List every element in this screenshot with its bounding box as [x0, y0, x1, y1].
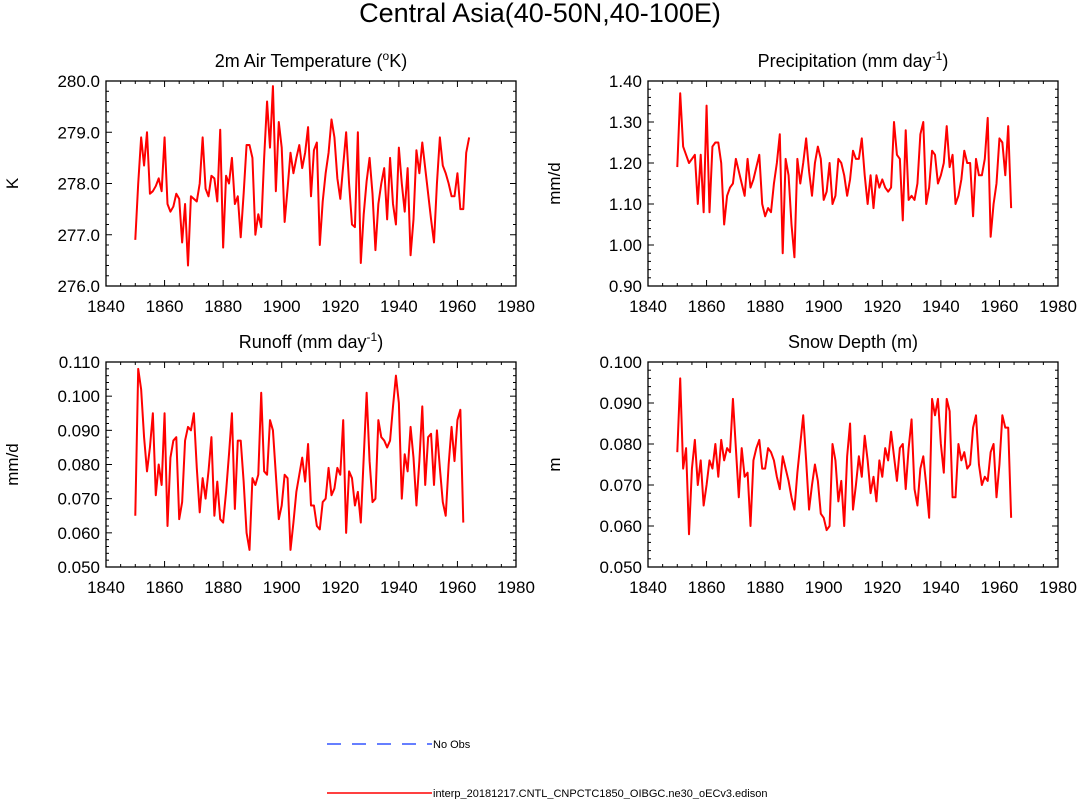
panels: 2m Air Temperature (oK) K 1840 1860 1880 1900…: [3, 49, 1077, 597]
temperature-xtick-label: 1900: [263, 297, 301, 316]
precipitation-xtick-label: 1840: [629, 297, 667, 316]
temperature-ytick-label: 279.0: [57, 123, 100, 142]
runoff-ytick-label: 0.090: [57, 421, 100, 440]
snow-depth-xtick-label: 1940: [922, 578, 960, 597]
snow-depth-xtick-label: 1920: [863, 578, 901, 597]
temperature-ylabel: K: [3, 177, 22, 189]
temperature-xtick-label: 1920: [321, 297, 359, 316]
runoff-xtick-label: 1840: [87, 578, 125, 597]
runoff-panel: Runoff (mm day-1) mm/d 1840 1860 1880 1900 192…: [3, 330, 535, 597]
precipitation-ytick-label: 0.90: [609, 277, 642, 296]
precipitation-title: Precipitation (mm day-1): [758, 49, 949, 71]
precipitation-xtick-label: 1920: [863, 297, 901, 316]
precipitation-panel: Precipitation (mm day-1) mm/d 1840 1860 1880…: [545, 49, 1077, 316]
runoff-xtick-label: 1900: [263, 578, 301, 597]
precipitation-ytick-label: 1.40: [609, 72, 642, 91]
precipitation-ytick-label: 1.10: [609, 195, 642, 214]
precipitation-xtick-label: 1940: [922, 297, 960, 316]
runoff-xtick-label: 1920: [321, 578, 359, 597]
temperature-plot-frame: [105, 80, 517, 287]
snow-depth-ytick-label: 0.070: [599, 476, 642, 495]
precipitation-series-line: [676, 92, 1013, 259]
precipitation-xtick-label: 1880: [746, 297, 784, 316]
precipitation-ytick-label: 1.00: [609, 236, 642, 255]
legend: No Obs interp_20181217.CNTL_CNPCTC1850_O…: [327, 739, 767, 799]
precipitation-ytick-label: 1.20: [609, 154, 642, 173]
temperature-panel: 2m Air Temperature (oK) K 1840 1860 1880 1900…: [3, 49, 535, 316]
temperature-title: 2m Air Temperature (oK): [215, 49, 407, 71]
snow-depth-ytick-label: 0.050: [599, 558, 642, 577]
precipitation-ylabel: mm/d: [545, 162, 564, 205]
snow-depth-ytick-label: 0.080: [599, 435, 642, 454]
legend-label-model: interp_20181217.CNTL_CNPCTC1850_OIBGC.ne…: [433, 788, 767, 799]
legend-label-no-obs: No Obs: [433, 739, 471, 751]
runoff-xtick-label: 1940: [380, 578, 418, 597]
runoff-ytick-label: 0.070: [57, 490, 100, 509]
snow-depth-series-line: [676, 377, 1013, 536]
temperature-xtick-label: 1940: [380, 297, 418, 316]
precipitation-xtick-label: 1960: [981, 297, 1019, 316]
snow-depth-plot-frame: [647, 361, 1059, 568]
snow-depth-xtick-label: 1960: [981, 578, 1019, 597]
snow-depth-ytick-label: 0.100: [599, 353, 642, 372]
snow-depth-xtick-label: 1980: [1039, 578, 1077, 597]
runoff-title: Runoff (mm day-1): [239, 330, 383, 352]
temperature-xtick-label: 1860: [146, 297, 184, 316]
snow-depth-ytick-label: 0.060: [599, 517, 642, 536]
runoff-series-line: [134, 367, 465, 551]
runoff-ylabel: mm/d: [3, 443, 22, 486]
precipitation-xtick-label: 1860: [688, 297, 726, 316]
snow-depth-xtick-label: 1860: [688, 578, 726, 597]
runoff-xtick-label: 1980: [497, 578, 535, 597]
runoff-ytick-label: 0.080: [57, 456, 100, 475]
snow-depth-title: Snow Depth (m): [788, 332, 918, 352]
runoff-xtick-label: 1860: [146, 578, 184, 597]
snow-depth-xtick-label: 1840: [629, 578, 667, 597]
runoff-xtick-label: 1880: [204, 578, 242, 597]
temperature-series-line: [134, 85, 471, 267]
snow-depth-panel: Snow Depth (m) m 1840 1860 1880 1900 1920 1940 1…: [545, 332, 1077, 597]
snow-depth-ylabel: m: [545, 457, 564, 471]
snow-depth-xtick-label: 1880: [746, 578, 784, 597]
precipitation-ytick-label: 1.30: [609, 113, 642, 132]
temperature-xtick-label: 1840: [87, 297, 125, 316]
runoff-ytick-label: 0.050: [57, 558, 100, 577]
precipitation-plot-frame: [647, 80, 1059, 287]
temperature-ytick-label: 278.0: [57, 175, 100, 194]
figure-title: Central Asia(40-50N,40-100E): [359, 0, 721, 28]
temperature-ytick-label: 280.0: [57, 72, 100, 91]
precipitation-xtick-label: 1980: [1039, 297, 1077, 316]
precipitation-xtick-label: 1900: [805, 297, 843, 316]
runoff-xtick-label: 1960: [439, 578, 477, 597]
runoff-plot-frame: [105, 361, 517, 568]
snow-depth-ytick-label: 0.090: [599, 394, 642, 413]
runoff-ytick-label: 0.060: [57, 524, 100, 543]
temperature-xtick-label: 1880: [204, 297, 242, 316]
temperature-ytick-label: 277.0: [57, 226, 100, 245]
snow-depth-xtick-label: 1900: [805, 578, 843, 597]
temperature-ytick-label: 276.0: [57, 277, 100, 296]
runoff-ytick-label: 0.110: [59, 353, 100, 372]
runoff-ytick-label: 0.100: [57, 387, 100, 406]
temperature-xtick-label: 1960: [439, 297, 477, 316]
temperature-xtick-label: 1980: [497, 297, 535, 316]
